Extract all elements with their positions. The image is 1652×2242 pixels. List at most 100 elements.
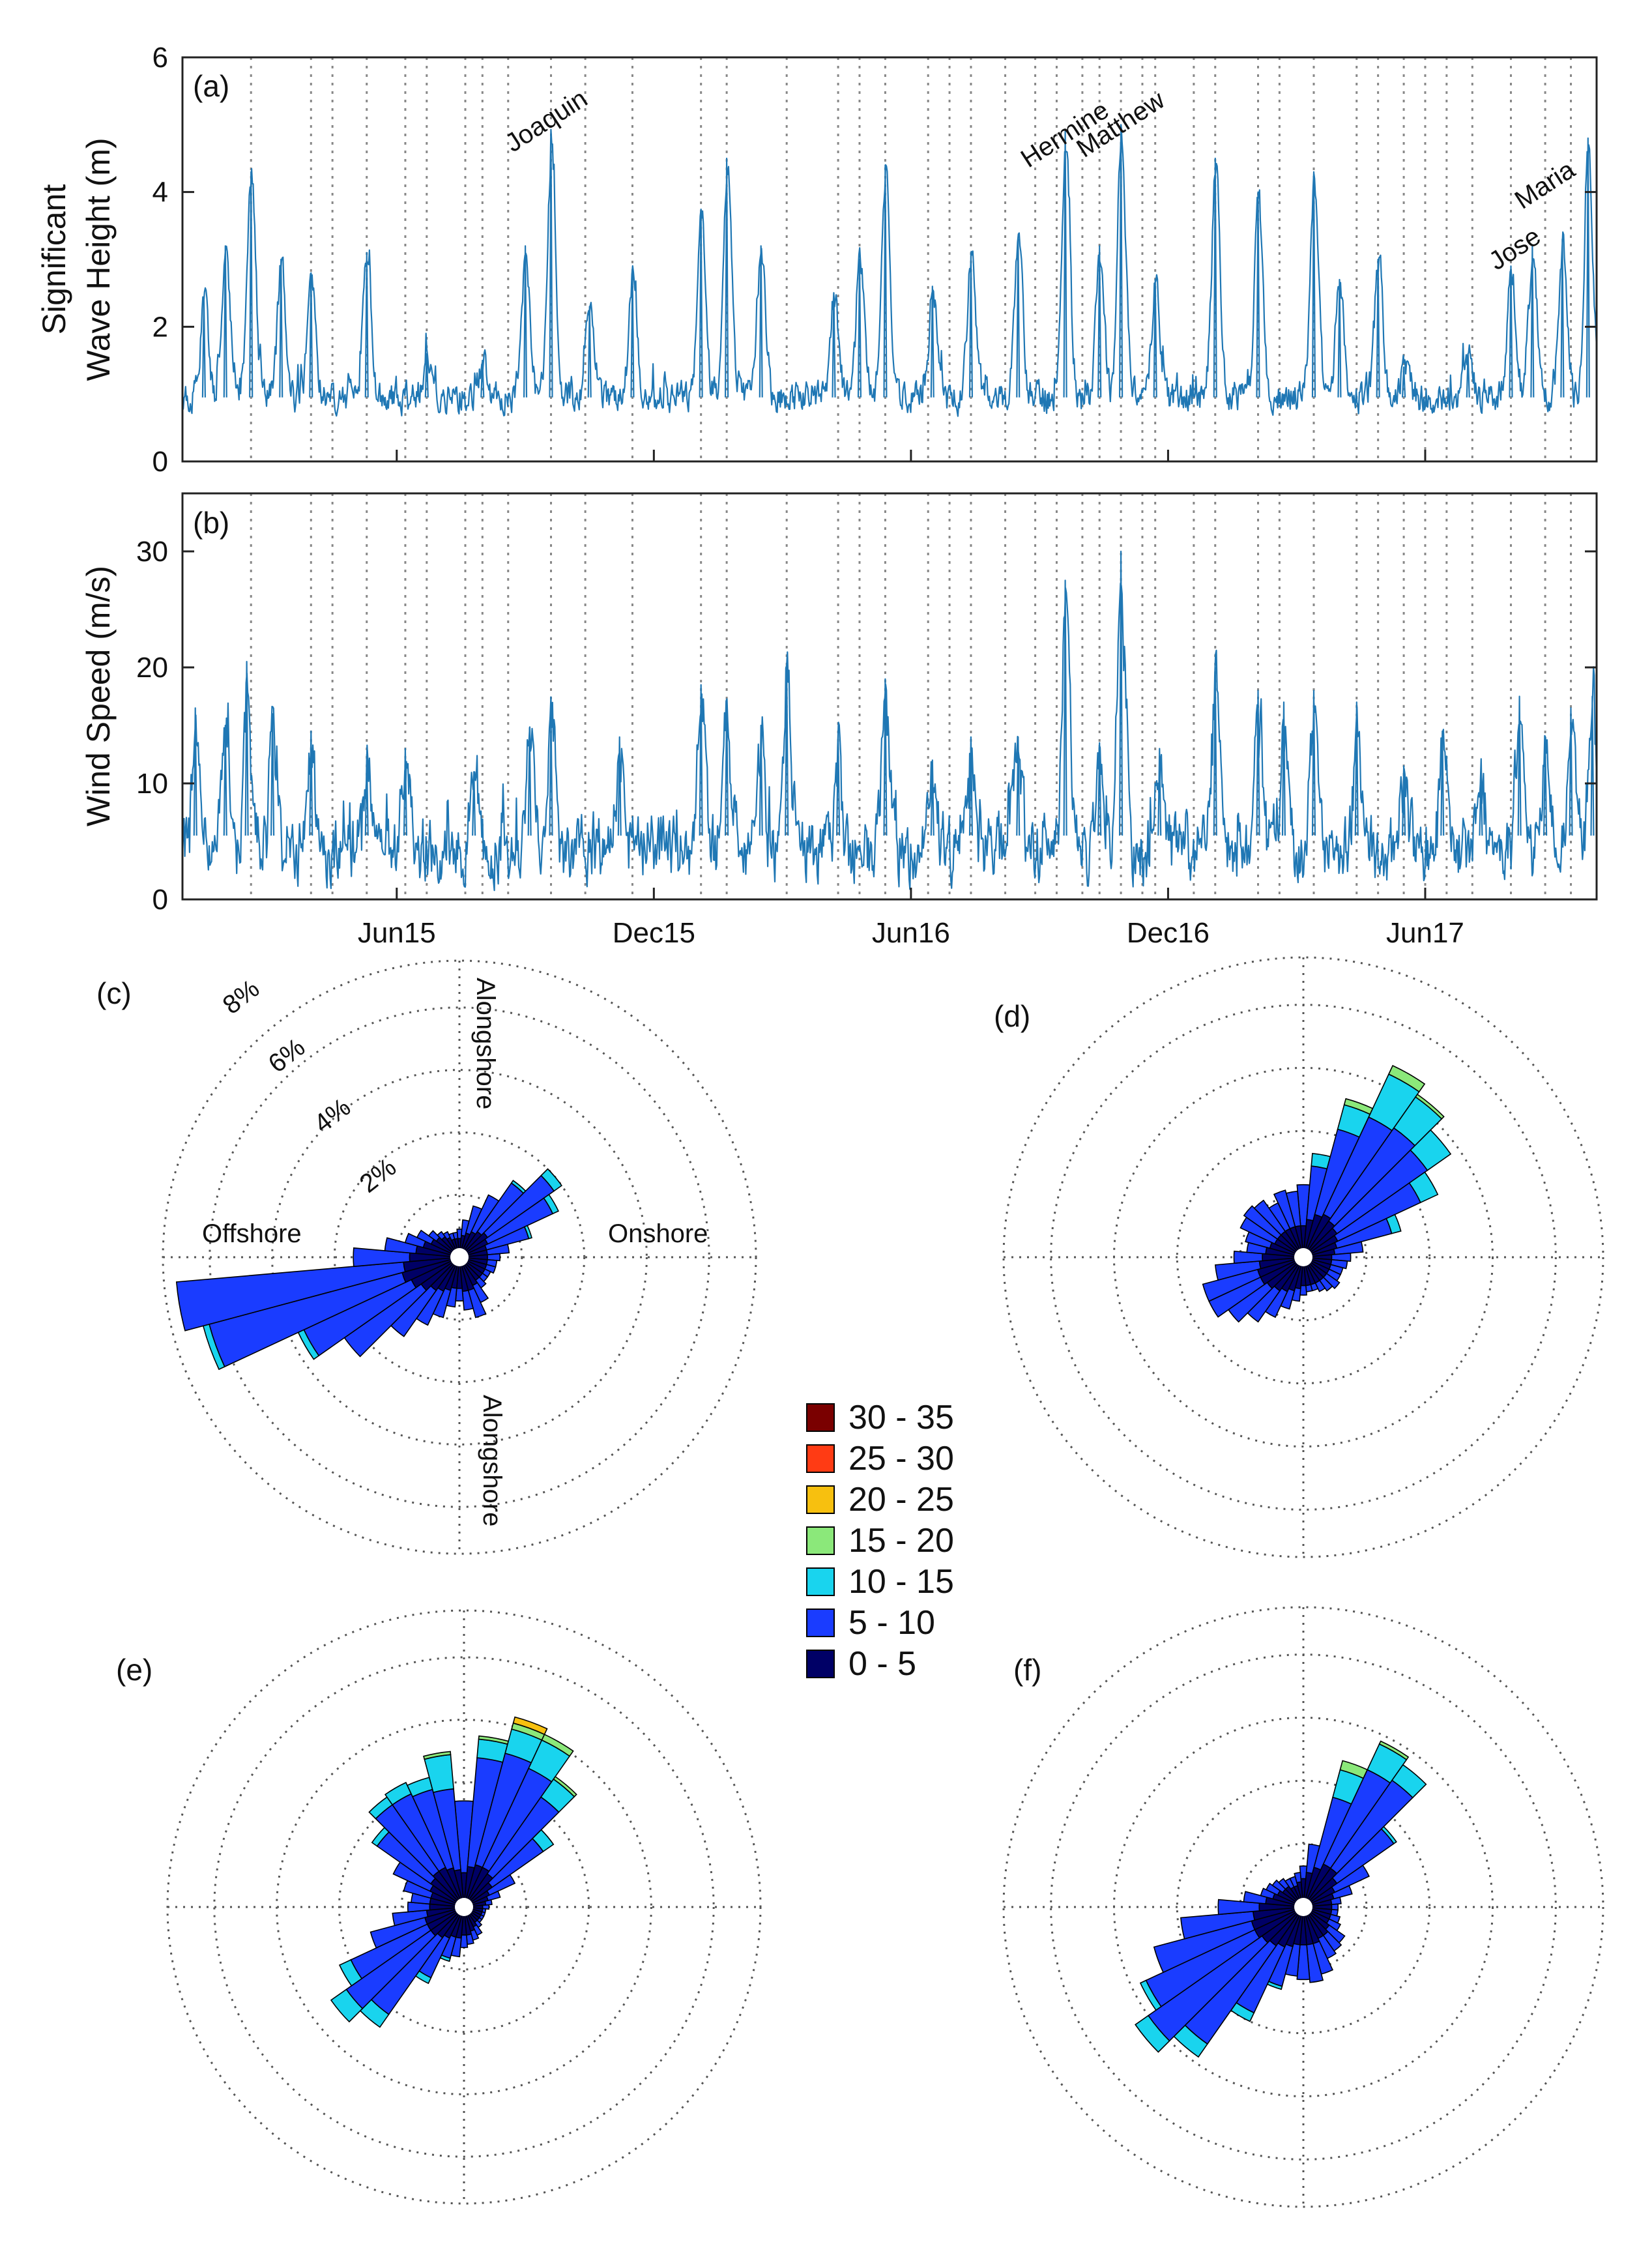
- rose-bar-40-bin2: [1391, 1764, 1427, 1799]
- rose-bar-50-bin2: [531, 1829, 555, 1852]
- rose-bar-80-bin1: [1333, 1241, 1364, 1255]
- rose-bar-30-bin3: [1378, 1740, 1410, 1761]
- ring-2: [400, 1843, 528, 1971]
- rose-bars: [1202, 1064, 1452, 1323]
- rose-bar-50-bin2: [1380, 1826, 1397, 1844]
- wind-speed-series: [182, 550, 1597, 892]
- rose-bar-250-bin1: [370, 1917, 428, 1949]
- direction-label-onshore: Onshore: [608, 1219, 708, 1248]
- rose-bar-90-bin1: [482, 1904, 490, 1910]
- ring-6: [271, 1069, 648, 1446]
- rose-bar-160-bin1: [467, 1287, 487, 1318]
- legend-swatch-10-15: [806, 1567, 835, 1596]
- legend-label-25-30: 25 - 30: [848, 1440, 954, 1478]
- rose-grid: [1002, 1606, 1604, 2208]
- rose-center: [1294, 1248, 1312, 1266]
- speed-legend: 30 - 35 25 - 30 20 - 25 15 - 20 10 - 15 …: [806, 1399, 954, 1683]
- y-axis-label-line2: Wave Height (m): [80, 138, 117, 381]
- panel-e-rose: (e): [116, 1609, 762, 2205]
- storm-label: Joaquin: [500, 84, 592, 158]
- direction-label-south: Alongshore: [478, 1395, 506, 1526]
- rose-bar-140-bin1: [1318, 1276, 1333, 1292]
- rose-bar-20-bin4: [512, 1716, 548, 1736]
- ring-6: [276, 1719, 652, 2095]
- rose-bar-290-bin1: [1260, 1887, 1276, 1900]
- x-ticks: [396, 450, 1427, 461]
- rose-bar-80-bin1: [1330, 1897, 1342, 1906]
- panel-a-wave-height: 0 2 4 6 (a) Significant Wave Height (m) Joa…: [36, 42, 1598, 478]
- rose-bar-30-bin3: [541, 1734, 574, 1757]
- rose-bar-260-bin1: [392, 1910, 429, 1927]
- rose-bar-330-bin1: [442, 1230, 451, 1240]
- panel-label: (c): [96, 976, 132, 1010]
- rose-bar-320-bin1: [436, 1230, 446, 1241]
- rose-bar-290-bin1: [404, 1232, 426, 1249]
- series-wrap: [182, 124, 1597, 417]
- ring-label-4: 4%: [309, 1093, 356, 1139]
- legend-swatch-15-20: [806, 1526, 835, 1555]
- ring-outer: [1002, 956, 1604, 1558]
- rose-grid: [1002, 956, 1604, 1558]
- rose-bar-250-bin1: [1202, 1268, 1262, 1302]
- rose-bar-320-bin1: [1278, 1878, 1290, 1890]
- rose-bar-150-bin1: [1314, 1279, 1326, 1292]
- y-ticks: 0 2 4 6: [152, 42, 1597, 478]
- storm-label: Jose: [1484, 222, 1546, 276]
- y-tick-label: 30: [136, 536, 168, 568]
- x-tick-label: Dec16: [1127, 917, 1210, 949]
- rose-bar-50-bin2: [540, 1168, 563, 1192]
- rose-bar-310-bin1: [1243, 1205, 1282, 1240]
- rose-bar-350-bin1: [452, 1231, 459, 1240]
- rose-bar-300-bin1: [416, 1229, 435, 1245]
- x-tick-labels: Jun15 Dec15 Jun16 Dec16 Jun17: [358, 917, 1464, 949]
- panel-label: (f): [1013, 1653, 1041, 1687]
- series-wrap: [182, 550, 1597, 892]
- panel-label: (e): [116, 1653, 152, 1687]
- rose-bar-240-bin2: [338, 1958, 363, 1987]
- ring-4: [338, 1781, 590, 2033]
- y-tick-label: 0: [152, 884, 168, 916]
- rose-bar-130-bin1: [1322, 1272, 1340, 1290]
- rose-bar-350-bin3: [423, 1751, 452, 1760]
- rose-bar-60-bin1: [1331, 1864, 1370, 1893]
- direction-label-offshore: Offshore: [202, 1219, 302, 1248]
- ring-2: [1239, 1842, 1368, 1972]
- legend-swatch-25-30: [806, 1444, 835, 1473]
- rose-bar-340-bin1: [1273, 1189, 1296, 1230]
- y-tick-label: 6: [152, 42, 168, 74]
- ring-label-6: 6%: [263, 1033, 311, 1079]
- y-ticks: 0 10 20 30: [136, 536, 1597, 916]
- legend-label-20-25: 20 - 25: [848, 1481, 954, 1519]
- storm-label: Maria: [1510, 155, 1580, 215]
- rose-bar-320-bin1: [1253, 1199, 1286, 1236]
- direction-label-north: Alongshore: [471, 978, 500, 1109]
- rose-bar-260-bin1: [1215, 1260, 1262, 1281]
- legend-swatch-30-35: [806, 1403, 835, 1432]
- rose-bar-230-bin2: [1135, 2015, 1170, 2053]
- rose-center: [455, 1898, 473, 1916]
- rose-bar-280-bin1: [1243, 1891, 1268, 1904]
- rose-bar-40-bin3: [553, 1775, 577, 1798]
- panel-f-rose: (f): [1002, 1606, 1604, 2208]
- wave-height-series: [182, 124, 1597, 417]
- x-ticks: [396, 888, 1427, 899]
- panel-label: (a): [193, 69, 229, 103]
- legend-label-30-35: 30 - 35: [848, 1399, 954, 1436]
- legend-label-5-10: 5 - 10: [848, 1604, 935, 1642]
- y-axis-label: Wind Speed (m/s): [80, 566, 117, 826]
- rose-bar-70-bin1: [485, 1890, 501, 1902]
- rose-bar-70-bin1: [1331, 1885, 1353, 1900]
- rose-bar-100-bin1: [1330, 1259, 1348, 1270]
- rose-bar-60-bin1: [486, 1874, 516, 1896]
- axes-frame: [181, 492, 1598, 901]
- rose-bar-240-bin2: [1139, 1979, 1162, 2011]
- rose-bar-270-bin1: [1233, 1250, 1264, 1264]
- rose-bar-270-bin1: [407, 1901, 431, 1913]
- rose-grid: [166, 1609, 762, 2205]
- rose-bar-40-bin3: [1415, 1093, 1445, 1120]
- rose-center: [450, 1248, 469, 1266]
- rose-bar-270-bin1: [1217, 1899, 1260, 1915]
- rose-bar-310-bin1: [427, 1230, 441, 1242]
- ring-2: [1239, 1193, 1368, 1322]
